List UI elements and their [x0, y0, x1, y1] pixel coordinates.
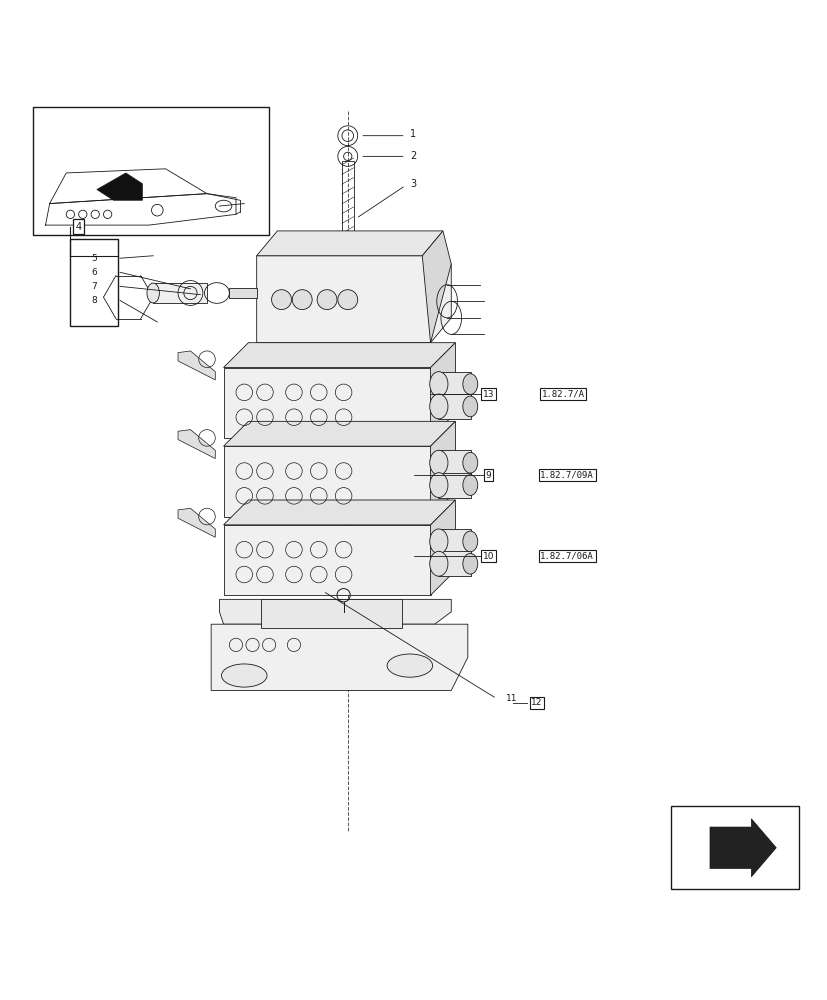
Circle shape	[317, 290, 337, 310]
Circle shape	[292, 290, 312, 310]
Circle shape	[337, 290, 357, 310]
Polygon shape	[178, 508, 215, 537]
Text: 12: 12	[530, 698, 542, 707]
Polygon shape	[223, 421, 455, 446]
Bar	[153, 283, 207, 303]
Polygon shape	[223, 500, 455, 525]
Text: 5: 5	[92, 254, 97, 263]
Polygon shape	[422, 231, 451, 343]
Polygon shape	[256, 256, 451, 343]
Text: 9: 9	[485, 471, 490, 480]
Text: 2: 2	[409, 151, 416, 161]
Polygon shape	[223, 446, 430, 517]
Ellipse shape	[221, 664, 266, 687]
Bar	[261, 599, 401, 628]
Polygon shape	[430, 500, 455, 595]
Bar	[342, 161, 353, 276]
Text: 7: 7	[92, 282, 97, 291]
Ellipse shape	[462, 374, 477, 394]
Polygon shape	[430, 421, 455, 517]
Text: 1.82.7/A: 1.82.7/A	[541, 390, 584, 399]
Polygon shape	[178, 430, 215, 459]
Ellipse shape	[462, 396, 477, 417]
Ellipse shape	[462, 531, 477, 552]
Circle shape	[271, 290, 291, 310]
Bar	[437, 450, 471, 475]
Bar	[437, 372, 471, 397]
Text: 4: 4	[75, 222, 82, 232]
Text: 1.82.7/09A: 1.82.7/09A	[540, 471, 593, 480]
Ellipse shape	[147, 283, 159, 303]
Bar	[437, 529, 471, 554]
Ellipse shape	[429, 450, 447, 475]
Text: 1: 1	[409, 129, 415, 139]
Text: 10: 10	[482, 552, 494, 561]
Bar	[229, 288, 256, 298]
Bar	[70, 239, 118, 326]
Ellipse shape	[386, 654, 432, 677]
Ellipse shape	[462, 475, 477, 495]
Ellipse shape	[462, 452, 477, 473]
Ellipse shape	[429, 529, 447, 554]
Polygon shape	[211, 624, 467, 690]
Ellipse shape	[429, 372, 447, 397]
Ellipse shape	[462, 553, 477, 574]
Polygon shape	[710, 819, 776, 877]
Polygon shape	[178, 351, 215, 380]
Bar	[437, 473, 471, 498]
Bar	[670, 806, 798, 889]
Ellipse shape	[429, 551, 447, 576]
Text: 11: 11	[505, 694, 517, 703]
Polygon shape	[223, 368, 430, 438]
Polygon shape	[97, 173, 142, 200]
Polygon shape	[256, 231, 442, 256]
Text: 1.82.7/06A: 1.82.7/06A	[540, 552, 593, 561]
Polygon shape	[430, 343, 455, 438]
Ellipse shape	[429, 473, 447, 498]
Polygon shape	[219, 599, 451, 624]
Polygon shape	[223, 343, 455, 368]
Text: 3: 3	[409, 179, 415, 189]
Bar	[437, 394, 471, 419]
Text: 6: 6	[92, 268, 97, 277]
Text: 8: 8	[92, 296, 97, 305]
Bar	[437, 551, 471, 576]
Polygon shape	[223, 525, 430, 595]
Ellipse shape	[429, 394, 447, 419]
Text: 13: 13	[482, 390, 494, 399]
Bar	[33, 107, 269, 235]
